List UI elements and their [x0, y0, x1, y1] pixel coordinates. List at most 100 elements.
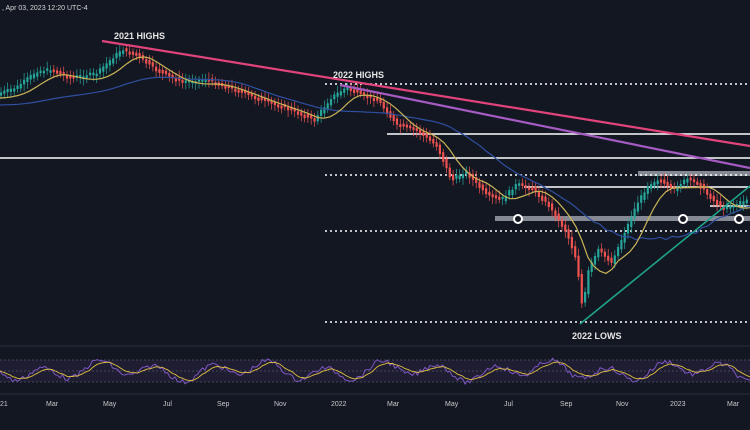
candle [128, 51, 131, 55]
moving-average-long [0, 76, 750, 241]
candle [518, 183, 521, 186]
candle [98, 68, 102, 74]
candle [696, 181, 699, 185]
candle [135, 52, 138, 56]
candle [240, 89, 243, 93]
candle [197, 79, 201, 82]
candle [633, 208, 636, 219]
candle [574, 246, 577, 258]
candle [19, 83, 22, 89]
candle [521, 183, 524, 186]
candle [560, 219, 564, 227]
candle [49, 70, 52, 73]
candle [148, 59, 151, 65]
candle [452, 174, 455, 181]
x-tick-label: Mar [46, 401, 59, 408]
candle [244, 89, 247, 94]
candle [362, 92, 366, 96]
candle [280, 105, 283, 109]
candle [346, 86, 349, 91]
trendline-2022-highs [339, 83, 750, 170]
candle [131, 51, 135, 55]
candle [719, 201, 722, 207]
candle [498, 196, 501, 200]
x-tick-label: Mar [387, 401, 400, 408]
candle [557, 213, 560, 221]
candle [551, 203, 554, 211]
candle [448, 167, 451, 178]
candle [610, 257, 613, 263]
candle [567, 229, 570, 239]
candle [504, 195, 507, 202]
candle [488, 191, 491, 196]
x-tick-label: 2022 [331, 401, 347, 408]
candle [46, 68, 49, 71]
candle [428, 136, 432, 141]
candle [174, 77, 177, 82]
candle [316, 115, 319, 122]
candle [372, 98, 375, 102]
candle [320, 109, 323, 116]
candle [188, 80, 191, 83]
candle [293, 107, 296, 112]
candle [26, 77, 29, 82]
candle [254, 95, 257, 100]
candle [524, 185, 527, 188]
candle [564, 224, 567, 232]
candle [442, 152, 445, 162]
candle [343, 88, 346, 93]
candle [742, 201, 745, 205]
candle [659, 179, 663, 183]
candle [531, 186, 534, 191]
label-2022-lows: 2022 LOWS [572, 331, 622, 341]
candle [234, 88, 237, 92]
candle [669, 183, 672, 189]
candle [686, 178, 689, 183]
candle [336, 92, 339, 97]
candle [590, 262, 593, 273]
candle [653, 182, 656, 186]
candle [62, 72, 65, 76]
candle [663, 179, 666, 184]
x-tick-label: Nov [274, 401, 287, 408]
candle [607, 255, 610, 261]
candle [376, 97, 379, 101]
candle [534, 186, 537, 192]
candle [541, 195, 544, 201]
candle [666, 181, 669, 187]
candle [537, 191, 540, 197]
candle [151, 62, 154, 67]
candle [250, 93, 253, 97]
candle [313, 118, 316, 122]
candle [392, 114, 395, 122]
candle [458, 175, 461, 180]
candle [329, 99, 333, 106]
candle [36, 72, 39, 77]
x-tick-label: Nov [616, 401, 629, 408]
candle [478, 182, 481, 188]
candle [95, 73, 98, 77]
candle [92, 72, 95, 76]
candle [494, 195, 498, 199]
candle [511, 189, 514, 195]
candle [435, 142, 438, 147]
candle [409, 125, 412, 129]
candle [402, 123, 405, 127]
candle [554, 210, 557, 218]
candle [32, 73, 36, 79]
candle [16, 85, 19, 90]
candle [260, 96, 263, 101]
x-tick-label: 21 [0, 401, 8, 408]
candle [0, 92, 3, 96]
candle [65, 75, 69, 79]
candle [181, 79, 184, 83]
candle [118, 51, 121, 57]
candle [630, 217, 633, 228]
candle [6, 88, 9, 93]
candle [646, 186, 649, 194]
candle [155, 66, 158, 72]
candle [145, 59, 148, 64]
candle [725, 206, 729, 210]
candle [425, 133, 428, 138]
candle [9, 88, 12, 92]
